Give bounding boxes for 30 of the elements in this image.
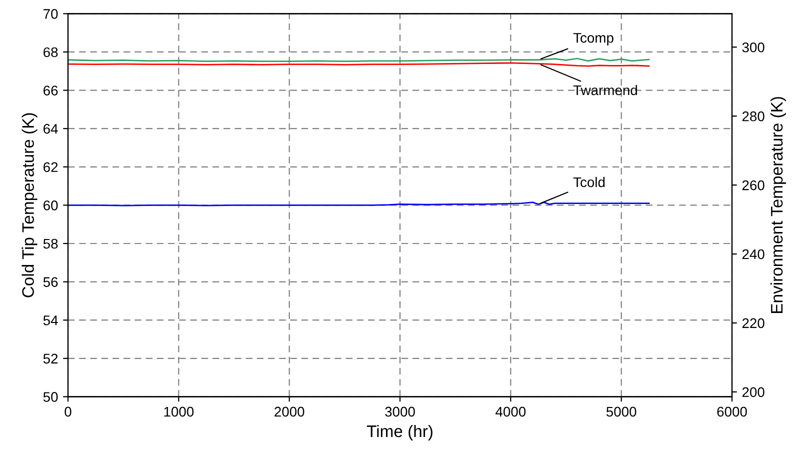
x-axis-title: Time (hr): [366, 424, 432, 440]
x-tick-label: 4000: [496, 406, 526, 417]
y-tick-label: 58: [43, 238, 58, 249]
y2-tick-label: 300: [742, 42, 764, 52]
y-tick-label: 50: [43, 392, 58, 402]
y-tick-label: 62: [44, 162, 58, 172]
x-tick-label: 5000: [606, 406, 636, 417]
series-label: Tcold: [573, 176, 605, 188]
y2-tick-label: 220: [742, 318, 764, 328]
y-tick-label: 66: [44, 86, 58, 96]
y-tick-label: 68: [44, 47, 58, 58]
y2-tick-label: 240: [742, 249, 764, 260]
y-tick-label: 70: [44, 9, 58, 19]
y2-tick-label: 260: [742, 180, 764, 190]
series-label: Tcomp: [573, 33, 614, 46]
y-tick-label: 60: [44, 200, 58, 210]
x-tick-label: 2000: [274, 406, 304, 417]
x-tick-label: 0: [64, 406, 72, 417]
x-tick-label: 3000: [385, 406, 415, 417]
y2-tick-label: 280: [742, 111, 764, 122]
y-tick-label: 54: [43, 316, 58, 326]
y2-axis-title: Environment Temperature (K): [770, 97, 786, 313]
x-tick-label: 1000: [164, 406, 194, 417]
y-tick-label: 64: [44, 124, 58, 134]
y-axis-title: Cold Tip Temperature (K): [22, 113, 38, 298]
y-tick-label: 52: [43, 354, 58, 364]
x-tick-label: 6000: [717, 406, 747, 417]
y-tick-label: 56: [43, 277, 58, 287]
y2-tick-label: 200: [742, 387, 764, 398]
series-label: Twarmend: [573, 84, 638, 96]
